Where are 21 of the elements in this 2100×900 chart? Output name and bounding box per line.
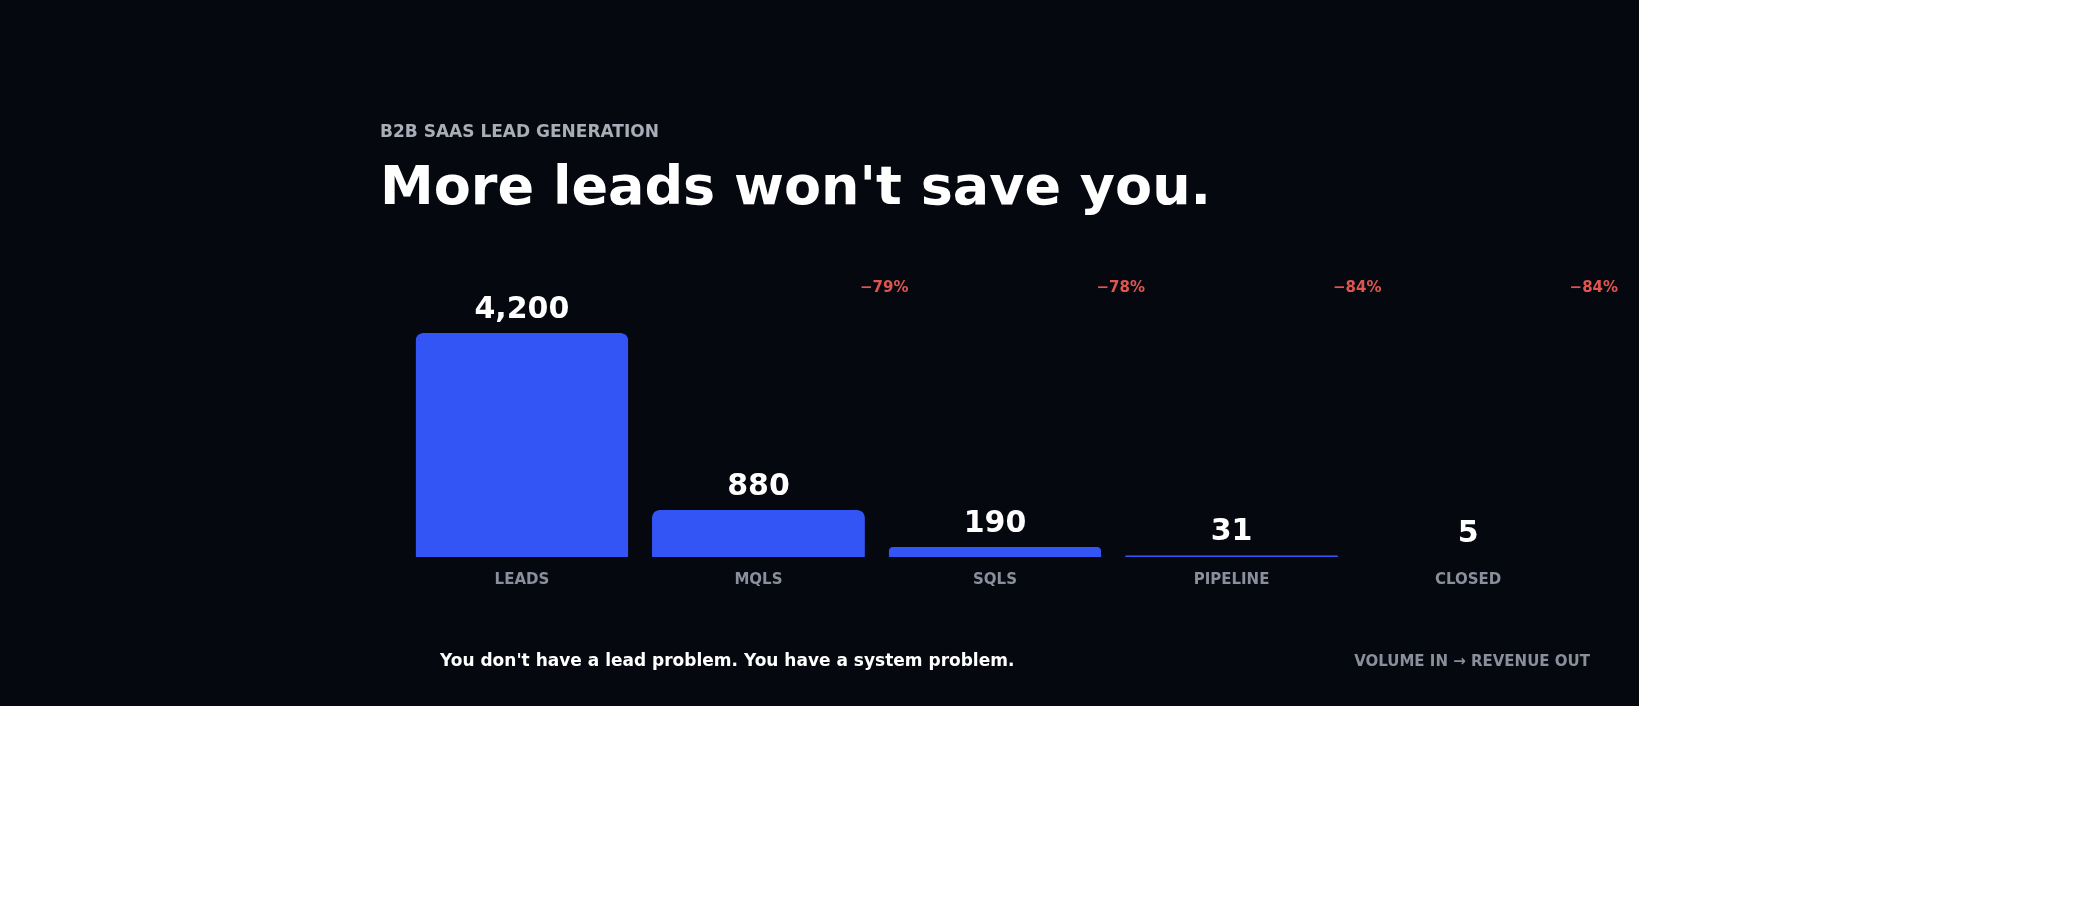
x-tick-label: LEADS [494,569,550,588]
text: −84% [1333,278,1382,296]
data-label: 5 [1457,513,1479,549]
text: −78% [1096,278,1145,296]
text: −79% [859,278,909,296]
text: −84% [1569,278,1619,296]
data-label: 190 [963,503,1027,539]
text: VOLUME IN → REVENUE OUT [1354,652,1591,670]
chart-subtitle: B2B SAAS LEAD GENERATION [380,121,659,141]
chart-title: More leads won't save you. [380,154,1212,217]
x-tick-label: PIPELINE [1193,569,1270,588]
x-tick-label: CLOSED [1434,569,1502,588]
data-label: 31 [1210,512,1253,548]
bar [888,546,1102,557]
x-tick-label: SQLS [973,569,1017,588]
bar [652,510,865,557]
data-label: 4,200 [474,290,570,325]
x-tick-label: MQLS [734,569,783,588]
data-label: 880 [727,467,790,503]
text: You don't have a lead problem. You have a system problem. [439,650,1015,670]
bar [415,333,629,557]
